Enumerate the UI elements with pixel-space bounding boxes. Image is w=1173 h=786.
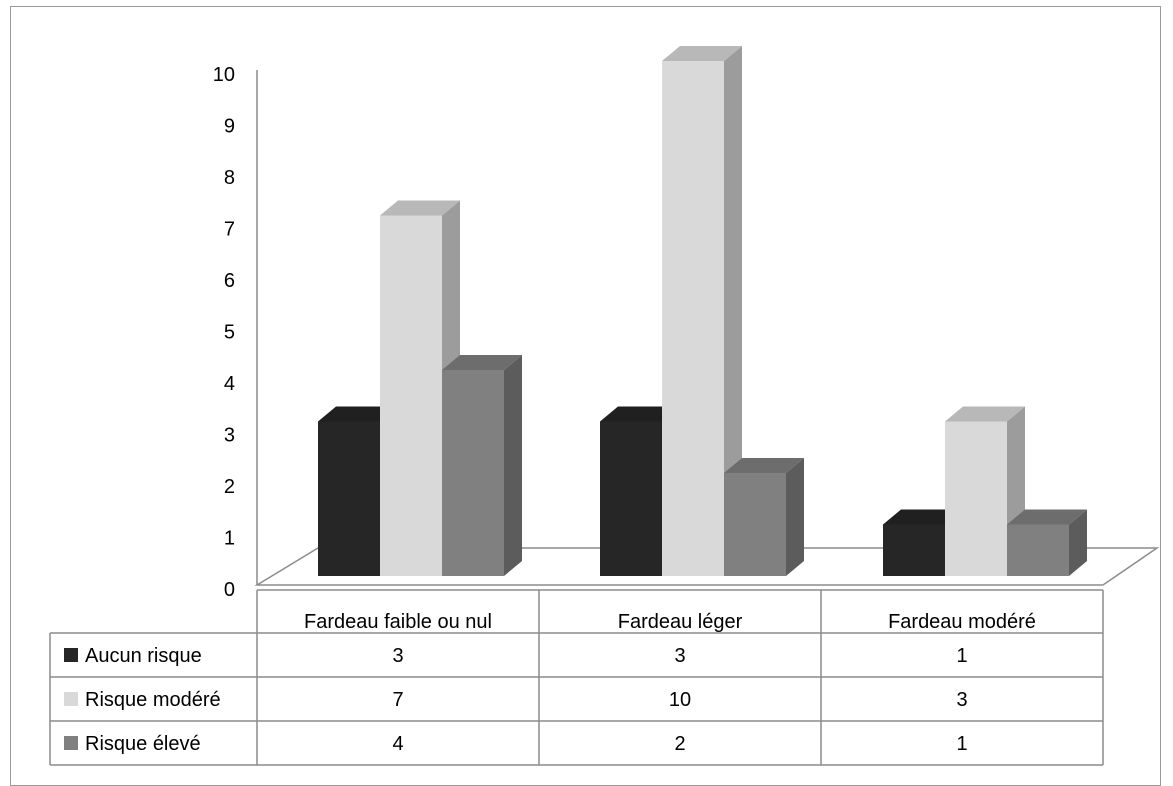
legend-swatch: [64, 736, 78, 750]
data-table-value: 4: [392, 733, 403, 755]
data-table-value: 7: [392, 689, 403, 711]
bar-top: [600, 406, 680, 422]
bar-top: [945, 406, 1025, 422]
y-tick-label: 0: [224, 579, 235, 601]
y-tick-label: 7: [224, 219, 235, 241]
y-tick-label: 3: [224, 425, 235, 447]
bar-side: [504, 355, 522, 576]
bar: [380, 215, 442, 576]
legend-label: Aucun risque: [85, 645, 202, 667]
bar-top: [442, 355, 522, 370]
bar-top: [1007, 509, 1087, 525]
y-tick-label: 6: [224, 270, 235, 292]
data-table-value: 3: [956, 689, 967, 711]
bar-side: [786, 458, 804, 576]
bar-top: [883, 509, 963, 525]
y-tick-label: 8: [224, 167, 235, 189]
legend-label: Risque modéré: [85, 689, 221, 711]
bar-top: [380, 200, 460, 216]
bar: [318, 421, 380, 576]
y-tick-label: 10: [213, 64, 235, 86]
category-label: Fardeau léger: [618, 611, 743, 633]
bar: [442, 370, 504, 576]
legend-swatch: [64, 692, 78, 706]
legend-swatch: [64, 648, 78, 662]
bar-top: [724, 458, 804, 473]
data-table-value: 1: [956, 733, 967, 755]
y-tick-label: 2: [224, 476, 235, 498]
y-tick-label: 5: [224, 322, 235, 344]
data-table-value: 3: [674, 645, 685, 667]
bar: [662, 61, 724, 576]
bar-top: [662, 46, 742, 61]
data-table-value: 3: [392, 645, 403, 667]
bar: [1007, 524, 1069, 576]
data-table-value: 1: [956, 645, 967, 667]
y-tick-label: 1: [224, 528, 235, 550]
bar: [724, 473, 786, 576]
y-tick-label: 9: [224, 116, 235, 138]
bar-side: [724, 46, 742, 576]
bar-side: [1069, 509, 1087, 576]
category-label: Fardeau faible ou nul: [304, 611, 492, 633]
bar: [600, 421, 662, 576]
data-table-value: 2: [674, 733, 685, 755]
bar: [945, 421, 1007, 576]
bar-top: [318, 406, 398, 422]
y-tick-label: 4: [224, 373, 235, 395]
category-label: Fardeau modéré: [888, 611, 1036, 633]
data-table-value: 10: [669, 689, 691, 711]
legend-label: Risque élevé: [85, 733, 201, 755]
bar: [883, 524, 945, 576]
